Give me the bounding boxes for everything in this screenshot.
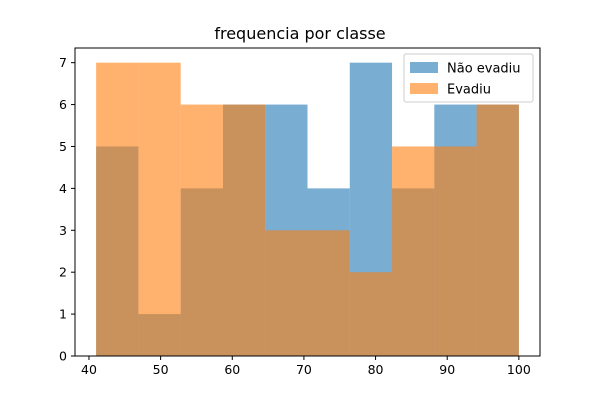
bar-evadiu-4 <box>265 230 308 356</box>
axes-layer: 40 50 60 70 80 90 100 0 1 2 3 4 5 6 7 <box>59 47 541 377</box>
y-tick-label: 3 <box>59 223 67 238</box>
y-tick-label: 5 <box>59 139 67 154</box>
bar-evadiu-0 <box>96 62 139 357</box>
bar-evadiu-7 <box>392 146 435 356</box>
bar-evadiu-9 <box>476 104 519 356</box>
y-tick-label: 4 <box>59 181 67 196</box>
legend: Não evadiu Evadiu <box>403 53 534 103</box>
x-tick-label: 90 <box>439 362 455 377</box>
plot-frame <box>74 47 541 357</box>
x-tick-label: 70 <box>296 362 312 377</box>
bar-evadiu-1 <box>138 62 181 357</box>
bar-evadiu-5 <box>307 230 350 356</box>
y-tick-label: 1 <box>59 307 67 322</box>
x-tick-label: 50 <box>153 362 169 377</box>
legend-swatch-nao-evadiu <box>410 62 438 73</box>
legend-label-evadiu: Evadiu <box>447 83 491 98</box>
bar-evadiu-2 <box>180 104 223 356</box>
y-tick-label: 6 <box>59 97 67 112</box>
legend-label-nao-evadiu: Não evadiu <box>447 62 521 77</box>
x-tick-label: 80 <box>368 362 384 377</box>
legend-swatch-evadiu <box>410 83 438 94</box>
bar-evadiu-8 <box>434 146 477 356</box>
bar-evadiu-6 <box>349 272 393 356</box>
y-tick-label: 0 <box>59 349 67 364</box>
y-tick-label: 7 <box>59 55 67 70</box>
bar-evadiu-3 <box>222 104 266 356</box>
bars-layer <box>96 62 519 357</box>
y-tick-label: 2 <box>59 265 67 280</box>
x-tick-label: 40 <box>81 362 97 377</box>
x-tick-label: 100 <box>507 362 531 377</box>
chart-title: frequencia por classe <box>214 24 385 43</box>
x-tick-label: 60 <box>224 362 240 377</box>
